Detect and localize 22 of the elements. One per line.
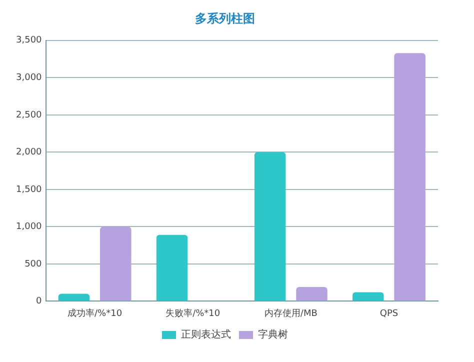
y-tick-label: 2,500 bbox=[16, 110, 42, 120]
x-tick-label: 失败率/%*10 bbox=[166, 308, 220, 319]
y-tick-label: 0 bbox=[36, 296, 42, 307]
chart-title: 多系列柱图 bbox=[195, 11, 255, 26]
y-tick-label: 1,500 bbox=[16, 184, 42, 195]
legend-label: 字典树 bbox=[258, 328, 288, 341]
bar bbox=[254, 152, 286, 301]
y-tick-label: 2,000 bbox=[16, 148, 42, 158]
bar bbox=[58, 294, 90, 301]
y-tick-label: 3,000 bbox=[16, 73, 42, 83]
bar bbox=[394, 53, 426, 301]
x-tick-label: QPS bbox=[380, 308, 398, 319]
y-tick-label: 500 bbox=[24, 259, 42, 270]
bar bbox=[100, 226, 132, 301]
bar bbox=[352, 292, 384, 301]
x-tick-label: 内存使用/MB bbox=[264, 308, 318, 319]
bar bbox=[156, 234, 188, 301]
bar bbox=[296, 287, 328, 301]
x-tick-label: 成功率/%*10 bbox=[68, 308, 122, 319]
legend-label: 正则表达式 bbox=[181, 328, 231, 341]
y-tick-label: 3,500 bbox=[16, 36, 42, 46]
y-tick-label: 1,000 bbox=[16, 222, 42, 232]
